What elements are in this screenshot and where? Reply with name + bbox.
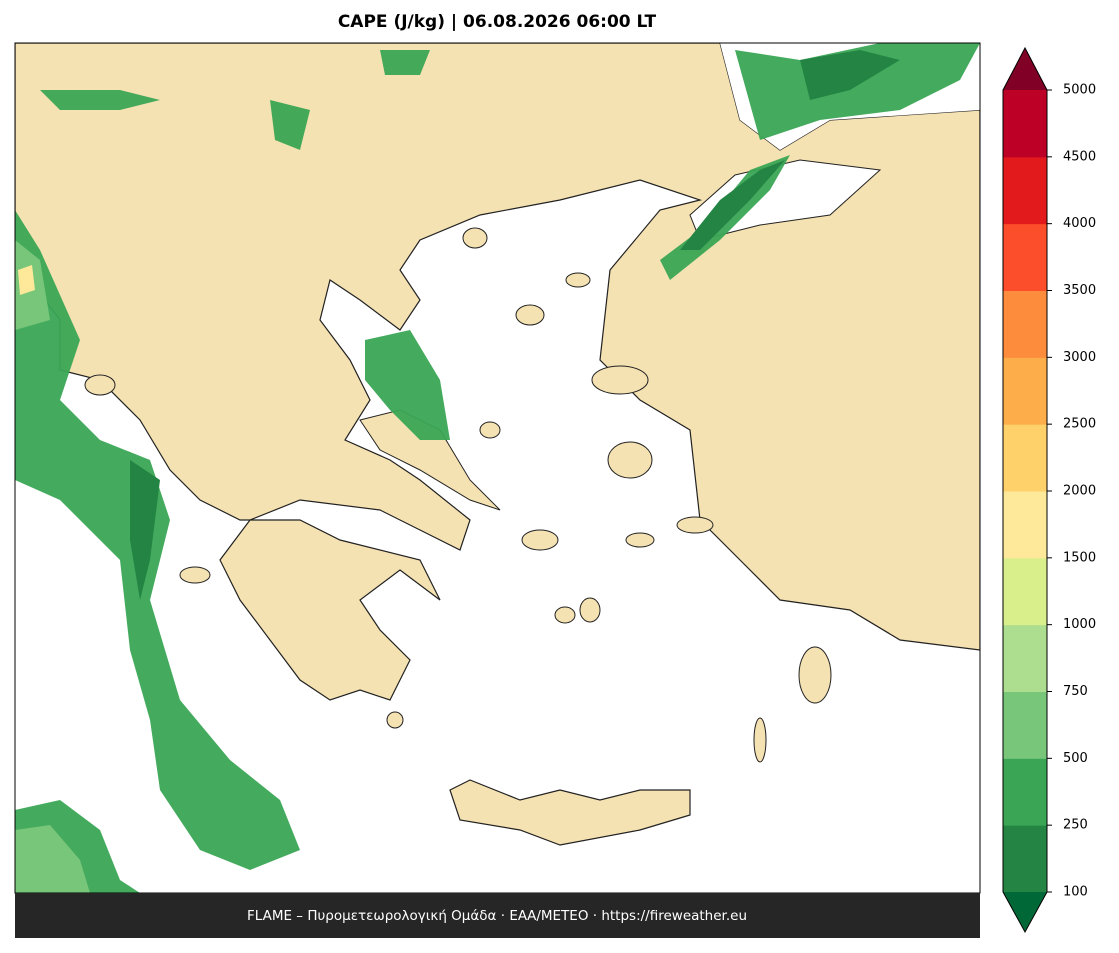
colorbar-over [1003,48,1047,90]
colorbar-band [1003,758,1047,826]
map-title: CAPE (J/kg) | 06.08.2026 06:00 LT [338,12,657,32]
colorbar-tick-label: 1000 [1063,617,1096,632]
footer-text: FLAME – Πυρομετεωρολογική Ομάδα · ΕΑΑ/ME… [247,908,747,924]
map [15,43,980,893]
colorbar-tick-label: 3500 [1063,283,1096,298]
colorbar-tick-label: 2000 [1063,484,1096,499]
colorbar-band [1003,223,1047,291]
colorbar-band [1003,290,1047,358]
colorbar-tick-label: 2500 [1063,417,1096,432]
colorbar-under [1003,892,1047,932]
colorbar-band [1003,825,1047,893]
colorbar-tick-label: 3000 [1063,350,1096,365]
colorbar-tick-label: 4500 [1063,149,1096,164]
colorbar-band [1003,90,1047,158]
colorbar-tick-label: 5000 [1063,83,1096,98]
colorbar-tick-label: 4000 [1063,216,1096,231]
footer-bar [15,893,980,938]
colorbar-band [1003,156,1047,225]
colorbar-tick-label: 250 [1063,818,1088,833]
colorbar-tick-label: 750 [1063,684,1088,699]
colorbar-band [1003,357,1047,425]
colorbar: 100 250 500 750 1000 1500 2000 2500 3000 3500 4000… [1002,46,1096,934]
colorbar-tick-label: 500 [1063,751,1088,766]
colorbar-band [1003,624,1047,692]
colorbar-band [1003,691,1047,759]
colorbar-tick-label: 100 [1063,885,1088,900]
colorbar-band [1003,424,1047,492]
colorbar-band [1003,491,1047,559]
colorbar-tick-label: 1500 [1063,550,1096,565]
colorbar-band [1003,557,1047,626]
